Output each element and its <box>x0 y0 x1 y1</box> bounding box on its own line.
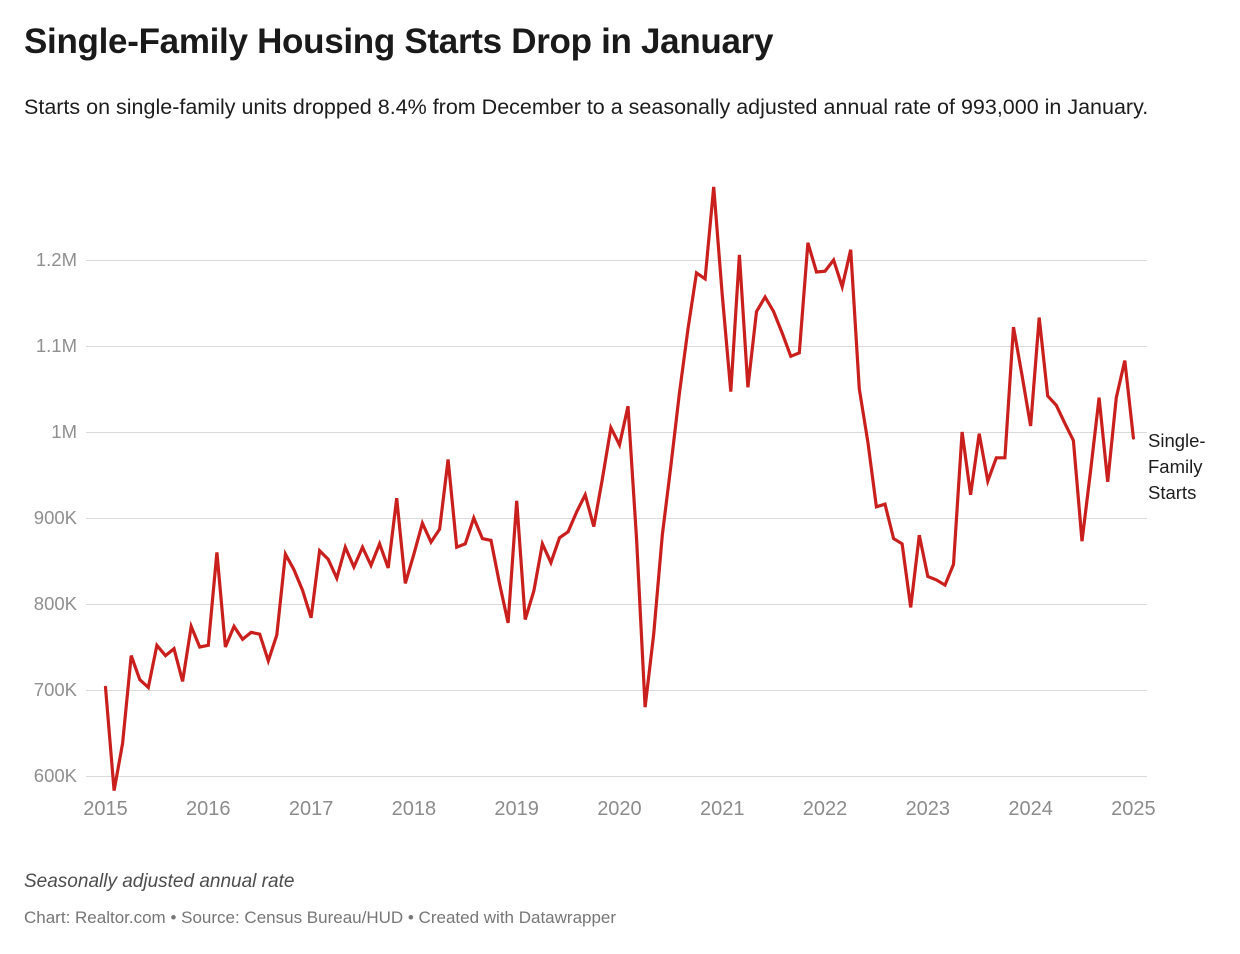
series-label: Single- Family Starts <box>1148 428 1206 506</box>
gridline <box>86 776 1147 777</box>
chart-subtitle: Starts on single-family units dropped 8.… <box>24 95 1149 119</box>
y-axis-tick-label: 1M <box>51 421 77 442</box>
y-axis-tick-label: 600K <box>33 765 77 786</box>
x-axis-tick-label: 2018 <box>391 798 437 820</box>
series-label-line: Family <box>1148 456 1203 477</box>
x-axis-tick-label: 2022 <box>802 798 848 820</box>
x-axis-tick-label: 2023 <box>905 798 951 820</box>
y-axis-tick-label: 700K <box>33 679 77 700</box>
chart-title: Single-Family Housing Starts Drop in Jan… <box>24 22 774 61</box>
y-axis-tick-label: 1.2M <box>35 249 77 270</box>
x-axis-tick-label: 2017 <box>288 798 334 820</box>
y-axis-tick-label: 1.1M <box>35 335 77 356</box>
x-axis-tick-label: 2020 <box>597 798 642 820</box>
y-axis-tick-label: 900K <box>33 507 77 528</box>
gridline <box>86 690 1147 691</box>
gridline <box>86 260 1147 261</box>
credits-line: Chart: Realtor.com • Source: Census Bure… <box>24 908 617 927</box>
x-axis-tick-label: 2016 <box>186 798 231 820</box>
series-label-line: Single- <box>1148 430 1206 451</box>
gridline <box>86 432 1147 433</box>
x-axis-tick-label: 2024 <box>1008 798 1053 820</box>
series-label-line: Starts <box>1148 482 1197 503</box>
x-axis-tick-label: 2015 <box>83 798 128 820</box>
y-axis-tick-label: 800K <box>33 593 77 614</box>
single-family-starts-line <box>103 186 1135 791</box>
x-axis-tick-label: 2025 <box>1111 798 1156 820</box>
gridline <box>86 346 1147 347</box>
x-axis-tick-label: 2021 <box>699 798 745 820</box>
x-axis-tick-label: 2019 <box>494 798 539 820</box>
gridline <box>86 518 1147 519</box>
footnote: Seasonally adjusted annual rate <box>24 871 295 892</box>
gridline <box>86 604 1147 605</box>
